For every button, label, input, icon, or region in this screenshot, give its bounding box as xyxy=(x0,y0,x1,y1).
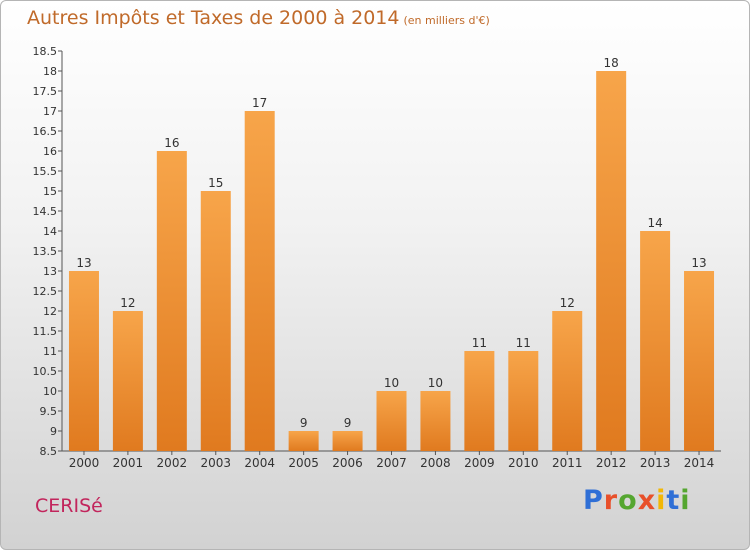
data-label: 14 xyxy=(647,216,662,230)
data-label: 17 xyxy=(252,96,267,110)
x-tick-label: 2011 xyxy=(552,456,583,470)
y-tick-label: 9.5 xyxy=(40,405,58,418)
data-label: 13 xyxy=(76,256,91,270)
x-tick-label: 2008 xyxy=(420,456,451,470)
x-tick-label: 2006 xyxy=(332,456,363,470)
data-label: 12 xyxy=(120,296,135,310)
bar xyxy=(464,351,495,451)
x-tick-label: 2007 xyxy=(376,456,407,470)
x-tick-label: 2005 xyxy=(288,456,319,470)
data-label: 15 xyxy=(208,176,223,190)
data-label: 9 xyxy=(344,416,352,430)
logo-letter: i xyxy=(656,485,667,516)
data-label: 12 xyxy=(560,296,575,310)
y-tick-label: 14.5 xyxy=(33,205,58,218)
logo-letter: P xyxy=(583,485,604,516)
logo-letter: r xyxy=(603,485,619,516)
x-tick-label: 2004 xyxy=(244,456,275,470)
bar xyxy=(288,431,319,451)
logo-letter: x xyxy=(637,485,657,516)
y-tick-label: 10.5 xyxy=(33,365,58,378)
y-tick-label: 18.5 xyxy=(33,45,58,58)
bar xyxy=(68,271,99,451)
bar xyxy=(376,391,407,451)
data-label: 10 xyxy=(428,376,443,390)
data-label: 11 xyxy=(516,336,531,350)
bar xyxy=(508,351,539,451)
y-tick-label: 14 xyxy=(43,225,57,238)
y-tick-label: 15 xyxy=(43,185,57,198)
y-tick-label: 11 xyxy=(43,345,57,358)
place-name: CERISé xyxy=(35,495,103,517)
bar xyxy=(684,271,715,451)
x-tick-label: 2014 xyxy=(684,456,715,470)
logo-letter: i xyxy=(680,485,691,516)
y-tick-label: 11.5 xyxy=(33,325,58,338)
y-tick-label: 15.5 xyxy=(33,165,58,178)
bar xyxy=(244,111,275,451)
y-tick-label: 17 xyxy=(43,105,57,118)
y-tick-label: 18 xyxy=(43,65,57,78)
x-tick-label: 2013 xyxy=(640,456,671,470)
unit-label: (en milliers d'€) xyxy=(403,14,490,27)
logo-letter: t xyxy=(666,485,681,516)
x-tick-label: 2001 xyxy=(113,456,144,470)
data-label: 16 xyxy=(164,136,179,150)
data-label: 11 xyxy=(472,336,487,350)
y-tick-label: 16.5 xyxy=(33,125,58,138)
bar xyxy=(596,71,627,451)
bar xyxy=(552,311,583,451)
chart-title: Autres Impôts et Taxes de 2000 à 2014 (en… xyxy=(27,7,490,29)
title-text: Autres Impôts et Taxes de 2000 à 2014 xyxy=(27,7,400,29)
data-label: 9 xyxy=(300,416,308,430)
data-label: 10 xyxy=(384,376,399,390)
data-label: 13 xyxy=(691,256,706,270)
y-tick-label: 9 xyxy=(50,425,57,438)
y-tick-label: 16 xyxy=(43,145,57,158)
y-tick-label: 12.5 xyxy=(33,285,58,298)
bar xyxy=(332,431,363,451)
y-tick-label: 13.5 xyxy=(33,245,58,258)
x-tick-label: 2000 xyxy=(69,456,100,470)
x-tick-label: 2010 xyxy=(508,456,539,470)
y-tick-label: 8.5 xyxy=(40,445,58,458)
x-tick-label: 2009 xyxy=(464,456,495,470)
y-tick-label: 17.5 xyxy=(33,85,58,98)
bar xyxy=(156,151,187,451)
x-tick-label: 2002 xyxy=(157,456,188,470)
logo-letter: o xyxy=(618,485,638,516)
bar xyxy=(420,391,451,451)
y-tick-label: 10 xyxy=(43,385,57,398)
data-label: 18 xyxy=(604,56,619,70)
bar xyxy=(200,191,231,451)
bar xyxy=(112,311,143,451)
proxiti-logo: Proxiti xyxy=(583,485,691,516)
y-tick-label: 12 xyxy=(43,305,57,318)
y-tick-label: 13 xyxy=(43,265,57,278)
x-tick-label: 2012 xyxy=(596,456,627,470)
x-tick-label: 2003 xyxy=(200,456,231,470)
bar xyxy=(640,231,671,451)
